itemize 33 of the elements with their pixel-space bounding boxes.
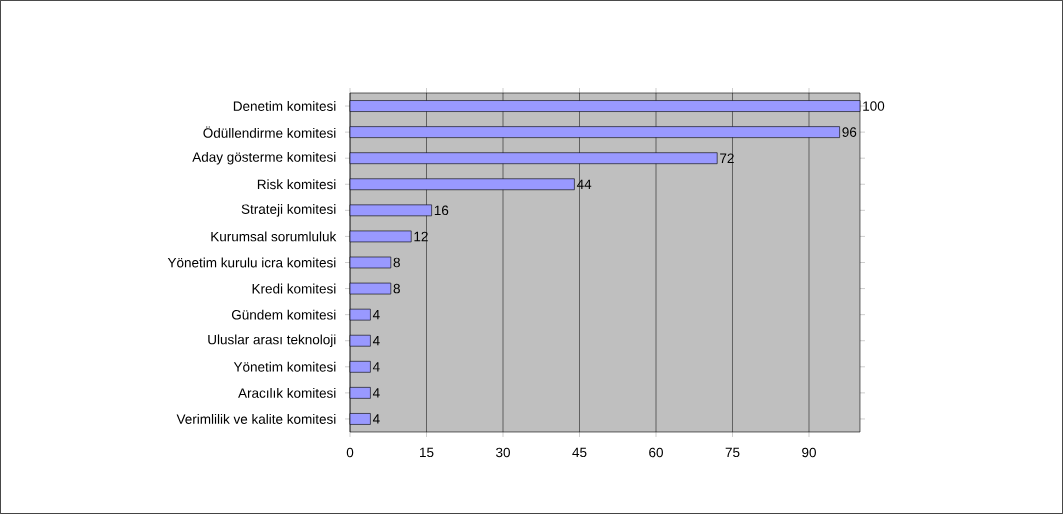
- data-label: 4: [372, 362, 380, 372]
- data-label: 16: [434, 205, 449, 216]
- y-tick-label: Aracılık komitesi: [238, 387, 336, 398]
- x-tick-label: 15: [420, 447, 434, 458]
- y-tick-label: Yönetim komitesi: [233, 361, 336, 372]
- y-tick-label: Uluslar arası teknoloji: [208, 334, 336, 348]
- data-label: 100: [863, 101, 885, 111]
- x-tick-label: 90: [802, 447, 816, 458]
- data-label: 4: [372, 388, 380, 398]
- y-tick-label: Yönetim kurulu icra komitesi: [167, 257, 336, 268]
- y-tick-label: Aday gösterme komitesi: [192, 151, 336, 165]
- y-tick-label: Strateji komitesi: [241, 204, 336, 217]
- data-label: 72: [720, 153, 734, 163]
- data-label: 44: [576, 179, 592, 189]
- y-tick-label: Denetim komitesi: [233, 101, 336, 111]
- y-tick-label: Kurumsal sorumluluk: [211, 231, 337, 242]
- x-tick-label: 75: [725, 447, 740, 458]
- data-label: 8: [393, 257, 400, 268]
- data-label: 4: [372, 336, 380, 346]
- y-tick-label: Gündem komitesi: [231, 309, 336, 320]
- y-tick-label: Kredi komitesi: [252, 283, 336, 294]
- data-label: 8: [393, 283, 400, 294]
- x-tick-label: 0: [346, 447, 354, 458]
- x-tick-label: 60: [649, 447, 663, 458]
- data-label: 4: [372, 414, 380, 424]
- x-tick-label: 45: [572, 447, 587, 458]
- x-tick-label: 30: [496, 447, 510, 458]
- y-tick-label: Ödüllendirme komitesi: [203, 126, 336, 138]
- y-tick-label: Risk komitesi: [257, 179, 336, 190]
- data-label: 4: [372, 310, 380, 320]
- y-tick-label: Verimlilik ve kalite komitesi: [176, 413, 336, 424]
- data-label: 12: [414, 231, 428, 242]
- data-label: 96: [842, 127, 857, 137]
